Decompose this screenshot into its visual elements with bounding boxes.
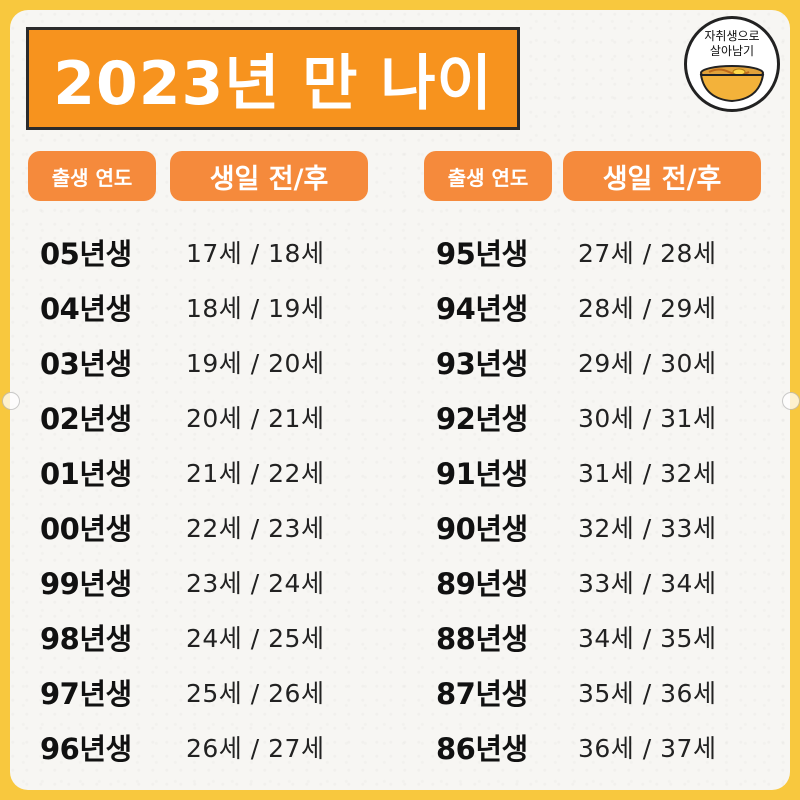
- age-before-after: 29세 / 30세: [578, 349, 717, 378]
- age-before-after: 23세 / 24세: [186, 569, 325, 598]
- carousel-next-dot[interactable]: [782, 392, 800, 410]
- age-before-after: 25세 / 26세: [186, 679, 325, 708]
- birth-year: 93년생: [436, 347, 528, 381]
- age-before-after: 17세 / 18세: [186, 239, 325, 268]
- page-title: 2023년 만 나이: [53, 49, 493, 119]
- age-before-after: 26세 / 27세: [186, 734, 325, 763]
- age-before-after: 32세 / 33세: [578, 514, 717, 543]
- logo-line-1: 자취생으로: [704, 29, 760, 43]
- birth-year: 04년생: [40, 292, 132, 326]
- age-before-after: 27세 / 28세: [578, 239, 717, 268]
- age-before-after: 24세 / 25세: [186, 624, 325, 653]
- age-before-after: 30세 / 31세: [578, 404, 717, 433]
- age-before-after: 33세 / 34세: [578, 569, 717, 598]
- birth-year: 96년생: [40, 732, 132, 766]
- age-before-after: 35세 / 36세: [578, 679, 717, 708]
- age-before-after: 28세 / 29세: [578, 294, 717, 323]
- carousel-prev-dot[interactable]: [2, 392, 20, 410]
- birth-year: 91년생: [436, 457, 528, 491]
- right-before-after-label: 생일 전/후: [602, 163, 722, 195]
- right-birth-year-label: 출생 연도: [447, 165, 529, 190]
- birth-year: 87년생: [436, 677, 528, 711]
- noodle-bowl-icon: [699, 65, 765, 103]
- title-banner: 2023년 만 나이: [26, 27, 520, 130]
- logo-text: 자취생으로 살아남기: [687, 29, 777, 59]
- birth-year: 97년생: [40, 677, 132, 711]
- birth-year: 94년생: [436, 292, 528, 326]
- left-birth-year-header: 출생 연도: [28, 151, 156, 201]
- logo-line-2: 살아남기: [709, 44, 755, 58]
- birth-year: 92년생: [436, 402, 528, 436]
- age-before-after: 20세 / 21세: [186, 404, 325, 433]
- age-before-after: 31세 / 32세: [578, 459, 717, 488]
- birth-year: 00년생: [40, 512, 132, 546]
- birth-year: 86년생: [436, 732, 528, 766]
- right-before-after-header: 생일 전/후: [563, 151, 761, 201]
- age-before-after: 21세 / 22세: [186, 459, 325, 488]
- left-before-after-header: 생일 전/후: [170, 151, 368, 201]
- birth-year: 05년생: [40, 237, 132, 271]
- age-before-after: 19세 / 20세: [186, 349, 325, 378]
- channel-logo: 자취생으로 살아남기: [684, 16, 780, 112]
- birth-year: 99년생: [40, 567, 132, 601]
- paper-background: [10, 10, 790, 790]
- birth-year: 89년생: [436, 567, 528, 601]
- birth-year: 01년생: [40, 457, 132, 491]
- birth-year: 02년생: [40, 402, 132, 436]
- birth-year: 88년생: [436, 622, 528, 656]
- birth-year: 95년생: [436, 237, 528, 271]
- age-before-after: 34세 / 35세: [578, 624, 717, 653]
- birth-year: 03년생: [40, 347, 132, 381]
- right-birth-year-header: 출생 연도: [424, 151, 552, 201]
- birth-year: 98년생: [40, 622, 132, 656]
- age-before-after: 36세 / 37세: [578, 734, 717, 763]
- birth-year: 90년생: [436, 512, 528, 546]
- age-before-after: 18세 / 19세: [186, 294, 325, 323]
- left-before-after-label: 생일 전/후: [209, 163, 329, 195]
- age-before-after: 22세 / 23세: [186, 514, 325, 543]
- left-birth-year-label: 출생 연도: [51, 165, 133, 190]
